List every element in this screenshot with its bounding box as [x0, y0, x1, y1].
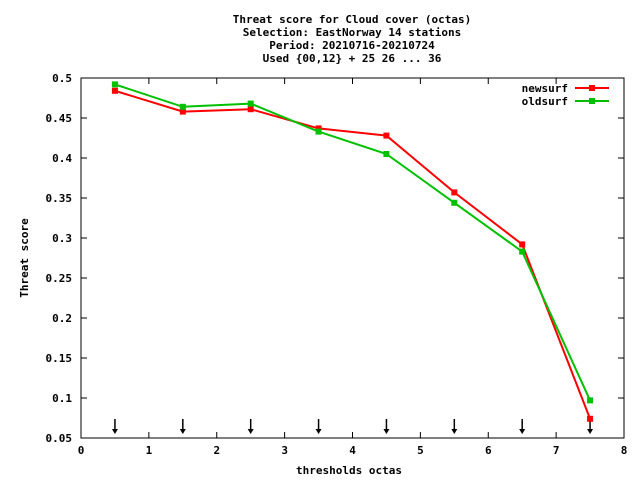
title-line: Used {00,12} + 25 26 ... 36	[263, 52, 442, 65]
series-line-oldsurf	[114, 83, 591, 401]
y-tick-label: 0.1	[52, 392, 72, 405]
legend-marker	[589, 98, 595, 104]
data-point-newsurf	[247, 106, 254, 113]
y-tick-label: 0.35	[46, 192, 73, 205]
data-point-oldsurf	[247, 100, 254, 107]
data-point-newsurf	[315, 125, 322, 132]
data-point-newsurf	[179, 108, 186, 115]
data-point-newsurf	[519, 241, 526, 248]
data-point-oldsurf	[587, 397, 594, 404]
data-point-oldsurf	[179, 103, 186, 110]
y-tick-label: 0.15	[46, 352, 73, 365]
y-tick-label: 0.05	[46, 432, 73, 445]
data-point-oldsurf	[315, 128, 322, 135]
y-tick-label: 0.4	[52, 152, 72, 165]
title-line: Period: 20210716-20210724	[269, 39, 435, 52]
data-point-oldsurf	[383, 151, 390, 157]
x-tick-label: 7	[553, 444, 560, 457]
threshold-arrow	[315, 419, 322, 434]
data-point-newsurf	[111, 87, 118, 94]
series-lines	[111, 81, 594, 422]
x-tick-label: 8	[621, 444, 628, 457]
x-tick-label: 6	[485, 444, 492, 457]
legend-entry-newsurf: newsurf	[522, 82, 609, 95]
title-line: Threat score for Cloud cover (octas)	[233, 13, 471, 26]
legend-entry-oldsurf: oldsurf	[522, 95, 609, 108]
threshold-arrow	[247, 419, 254, 434]
y-tick-label: 0.3	[52, 232, 72, 245]
title-line: Selection: EastNorway 14 stations	[243, 26, 462, 39]
x-tick-label: 2	[213, 444, 220, 457]
data-point-oldsurf	[519, 248, 526, 255]
threshold-arrow	[179, 419, 186, 434]
data-point-oldsurf	[451, 199, 458, 206]
legend-label: newsurf	[522, 82, 568, 95]
x-tick-label: 1	[146, 444, 153, 457]
threshold-arrow	[383, 419, 390, 434]
legend-marker	[589, 85, 595, 91]
chart-title: Threat score for Cloud cover (octas)Sele…	[233, 13, 471, 65]
data-point-oldsurf	[111, 81, 118, 88]
threshold-arrow	[451, 419, 458, 434]
y-axis-label: Threat score	[18, 218, 31, 298]
y-tick-label: 0.45	[46, 112, 73, 125]
x-tick-label: 0	[78, 444, 85, 457]
x-tick-label: 5	[417, 444, 424, 457]
series-line-newsurf	[114, 89, 591, 420]
y-tick-label: 0.25	[46, 272, 73, 285]
y-tick-label: 0.5	[52, 72, 72, 85]
y-tick-label: 0.2	[52, 312, 72, 325]
x-tick-label: 3	[281, 444, 288, 457]
data-point-newsurf	[587, 415, 594, 422]
threshold-markers	[111, 419, 594, 434]
data-point-newsurf	[383, 132, 390, 139]
threshold-arrow	[519, 419, 526, 434]
data-point-newsurf	[451, 189, 458, 196]
x-axis-label: thresholds octas	[296, 464, 402, 477]
axes: 0 1 2 3 4 5 6 7 8 0.05 0.1 0.15 0.2 0.25 0.3 0.35 0.4 0.4…	[46, 72, 628, 457]
threshold-arrow	[111, 419, 118, 434]
legend-label: oldsurf	[522, 95, 568, 108]
x-tick-label: 4	[349, 444, 356, 457]
